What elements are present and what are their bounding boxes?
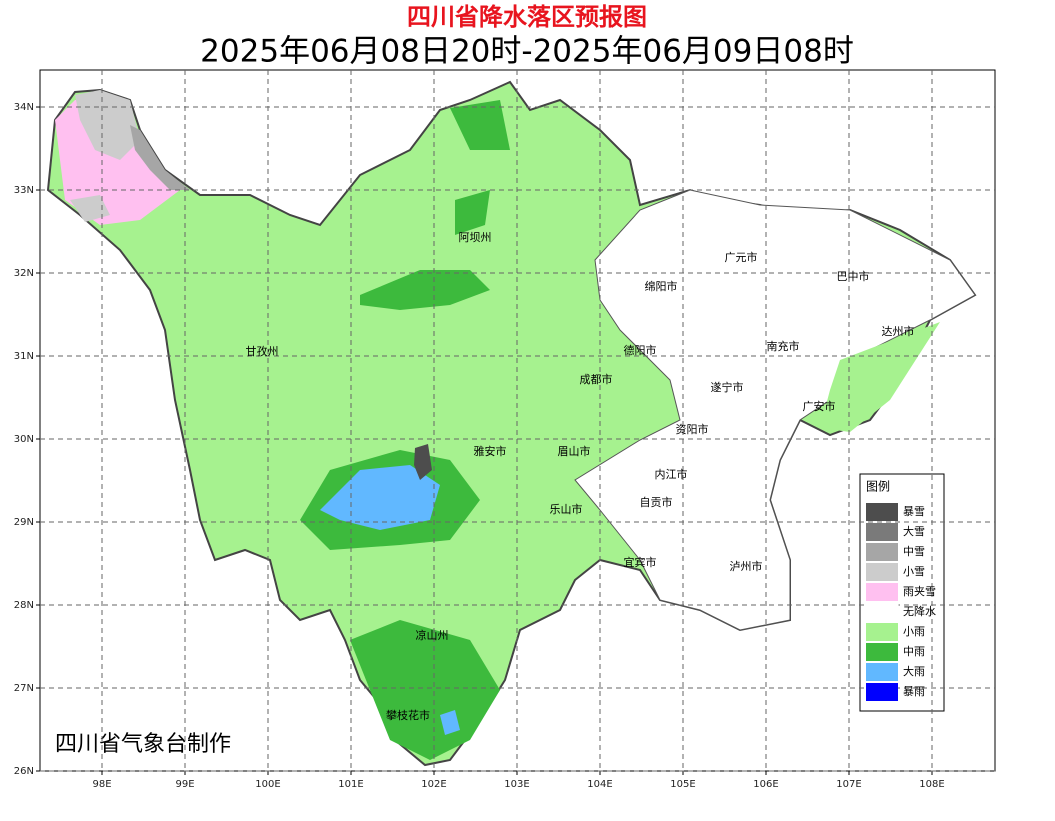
- y-tick-label: 27N: [14, 683, 34, 694]
- city-label: 绵阳市: [645, 279, 678, 293]
- legend-label: 大雨: [903, 664, 925, 678]
- legend-label: 中雪: [903, 545, 925, 558]
- legend-swatch: [866, 583, 898, 601]
- city-label: 广元市: [725, 250, 758, 264]
- legend-label: 暴雪: [903, 505, 925, 518]
- legend-swatch: [866, 543, 898, 561]
- legend-swatch: [866, 563, 898, 581]
- city-label: 甘孜州: [246, 344, 279, 358]
- x-tick-label: 102E: [421, 779, 446, 790]
- legend-swatch: [866, 623, 898, 641]
- legend-swatch: [866, 663, 898, 681]
- legend-swatch: [865, 602, 899, 622]
- legend-label: 暴雨: [903, 685, 925, 698]
- city-label: 广安市: [803, 399, 836, 413]
- y-tick-label: 30N: [14, 434, 34, 445]
- y-tick-label: 28N: [14, 600, 34, 611]
- y-tick-label: 33N: [14, 185, 34, 196]
- city-label: 自贡市: [640, 495, 673, 509]
- x-tick-label: 98E: [92, 779, 111, 790]
- city-label: 德阳市: [624, 343, 657, 357]
- credit: 四川省气象台制作: [55, 732, 231, 757]
- city-label: 成都市: [580, 372, 613, 386]
- province: [46, 80, 977, 767]
- city-label: 南充市: [767, 339, 800, 353]
- legend-swatch: [866, 683, 898, 701]
- x-tick-label: 100E: [255, 779, 280, 790]
- x-tick-label: 99E: [175, 779, 194, 790]
- city-label: 攀枝花市: [386, 708, 430, 722]
- y-tick-label: 26N: [14, 766, 34, 777]
- x-tick-label: 107E: [836, 779, 861, 790]
- legend-swatch: [866, 643, 898, 661]
- x-tick-label: 105E: [670, 779, 695, 790]
- x-tick-label: 101E: [338, 779, 363, 790]
- legend-swatch: [866, 523, 898, 541]
- legend-label: 小雪: [903, 565, 925, 578]
- city-label: 雅安市: [474, 444, 507, 458]
- x-tick-label: 108E: [919, 779, 944, 790]
- city-label: 凉山州: [416, 628, 449, 642]
- legend-swatch: [866, 503, 898, 521]
- title: 四川省降水落区预报图: [407, 3, 647, 31]
- city-label: 达州市: [882, 324, 915, 338]
- legend-label: 雨夹雪: [903, 585, 936, 598]
- legend-label: 大雪: [903, 524, 925, 538]
- city-label: 宜宾市: [624, 555, 657, 569]
- city-label: 资阳市: [676, 422, 709, 436]
- city-label: 泸州市: [730, 559, 763, 573]
- x-tick-label: 104E: [587, 779, 612, 790]
- legend-label: 中雨: [903, 645, 925, 658]
- city-label: 内江市: [655, 467, 688, 481]
- city-label: 巴中市: [837, 269, 870, 283]
- x-tick-label: 103E: [504, 779, 529, 790]
- city-label: 乐山市: [550, 502, 583, 516]
- city-label: 遂宁市: [711, 380, 744, 394]
- y-tick-label: 32N: [14, 268, 34, 279]
- city-label: 眉山市: [558, 444, 591, 458]
- legend-label: 小雨: [903, 625, 925, 638]
- y-tick-label: 29N: [14, 517, 34, 528]
- subtitle: 2025年06月08日20时-2025年06月09日08时: [200, 34, 854, 70]
- y-tick-label: 31N: [14, 351, 34, 362]
- legend-label: 无降水: [903, 604, 936, 618]
- city-label: 阿坝州: [459, 230, 492, 244]
- x-tick-label: 106E: [753, 779, 778, 790]
- legend-title: 图例: [866, 480, 890, 494]
- y-tick-label: 34N: [14, 102, 34, 113]
